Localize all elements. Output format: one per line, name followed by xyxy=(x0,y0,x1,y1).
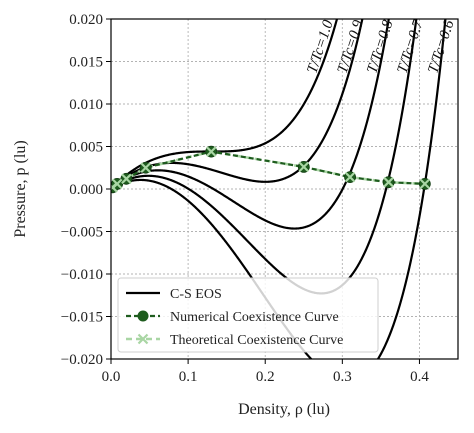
legend-marker-theoretical xyxy=(137,333,149,345)
eos-curve xyxy=(111,19,339,190)
curve-label: T/Tc=1.0 xyxy=(304,18,336,76)
theoretical-coexistence-point xyxy=(298,161,310,173)
x-tick-label: 0.4 xyxy=(410,369,429,385)
eos-curve xyxy=(111,19,390,230)
y-tick-label: 0.000 xyxy=(69,182,103,198)
theoretical-coexistence-point xyxy=(205,146,217,157)
curve-label: T/Tc=0.7 xyxy=(395,17,428,76)
curve-label: T/Tc=0.9 xyxy=(335,18,367,76)
curve-label: T/Tc=0.6 xyxy=(425,18,457,76)
y-tick-label: −0.020 xyxy=(61,352,103,368)
coexistence-curves xyxy=(111,145,431,194)
eos-curve xyxy=(111,19,418,295)
curve-labels: T/Tc=1.0T/Tc=0.9T/Tc=0.8T/Tc=0.7T/Tc=0.6 xyxy=(304,17,457,76)
theoretical-coexistence-point xyxy=(383,176,394,188)
x-tick-label: 0.1 xyxy=(179,369,198,385)
legend-label: C-S EOS xyxy=(170,287,222,302)
x-tick-label: 0.3 xyxy=(333,369,352,385)
legend: C-S EOS Numerical Coexistence Curve Theore… xyxy=(117,277,379,353)
theoretical-coexistence-point xyxy=(344,171,356,183)
x-tick-label: 0.0 xyxy=(102,369,121,385)
y-tick-label: 0.015 xyxy=(69,55,103,71)
y-axis-label: Pressure, p (lu) xyxy=(12,140,29,237)
theoretical-coexistence-point xyxy=(121,173,132,185)
curve-label: T/Tc=0.8 xyxy=(364,18,396,76)
legend-marker-numerical xyxy=(137,310,149,322)
legend-label: Theoretical Coexistence Curve xyxy=(170,333,343,348)
y-tick-label: −0.015 xyxy=(61,310,103,326)
y-tick-label: 0.010 xyxy=(69,97,103,113)
y-tick-label: 0.005 xyxy=(69,140,103,156)
axis-ticks: 0.0 0.1 0.2 0.3 0.4 −0.020 −0.015 −0.010 −0.005 0… xyxy=(61,12,430,385)
legend-label: Numerical Coexistence Curve xyxy=(170,310,339,325)
x-axis-label: Density, ρ (lu) xyxy=(238,401,330,418)
x-tick-label: 0.2 xyxy=(256,369,275,385)
theoretical-coexistence-point xyxy=(419,178,431,190)
theoretical-coexistence-point xyxy=(111,178,123,190)
y-tick-label: 0.020 xyxy=(69,12,103,28)
y-tick-label: −0.010 xyxy=(61,267,103,283)
y-tick-label: −0.005 xyxy=(61,225,103,241)
theoretical-coexistence-point xyxy=(140,162,151,174)
legend-box xyxy=(117,277,379,353)
